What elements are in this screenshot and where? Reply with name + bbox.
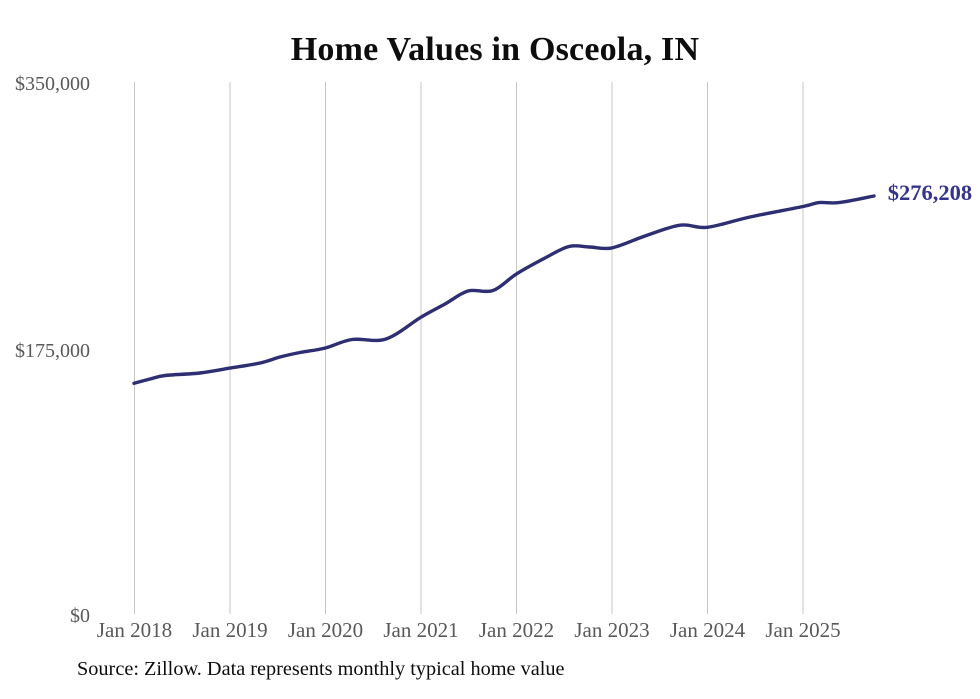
svg-text:Jan 2022: Jan 2022 [479,618,554,642]
svg-text:Jan 2019: Jan 2019 [192,618,267,642]
svg-text:$0: $0 [70,605,90,627]
svg-text:Jan 2024: Jan 2024 [670,618,746,642]
svg-text:Jan 2021: Jan 2021 [383,618,458,642]
svg-text:Jan 2025: Jan 2025 [765,618,840,642]
svg-text:$276,208: $276,208 [888,180,972,205]
svg-text:Jan 2018: Jan 2018 [97,618,172,642]
svg-text:Jan 2020: Jan 2020 [288,618,363,642]
svg-text:$350,000: $350,000 [15,73,90,95]
svg-text:$175,000: $175,000 [15,340,90,362]
svg-text:Jan 2023: Jan 2023 [574,618,649,642]
